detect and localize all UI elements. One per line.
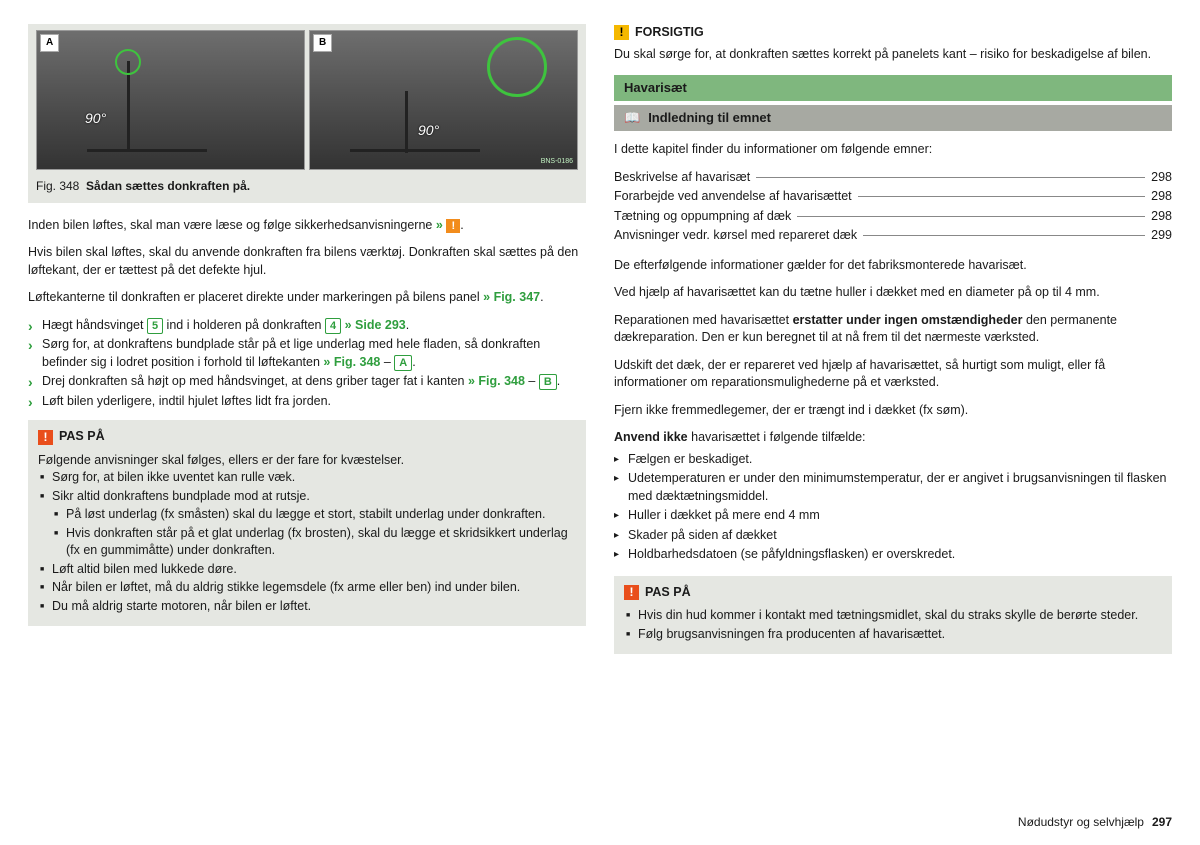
figure-caption: Fig. 348 Sådan sættes donkraften på. xyxy=(36,178,578,195)
toc-row: Forarbejde ved anvendelse af havarisætte… xyxy=(614,188,1172,206)
caution-icon: ! xyxy=(614,25,629,40)
list-item: Hvis din hud kommer i kontakt med tætnin… xyxy=(624,607,1162,625)
section-title-havarisaet: Havarisæt xyxy=(614,75,1172,101)
paragraph: Hvis bilen skal løftes, skal du anvende … xyxy=(28,244,586,279)
caution-text: Du skal sørge for, at donkraften sættes … xyxy=(614,46,1172,64)
paragraph: Udskift det dæk, der er repareret ved hj… xyxy=(614,357,1172,392)
notice-title: ! PAS PÅ xyxy=(38,428,576,446)
figure-label-a: A xyxy=(40,34,59,52)
list-item: Skader på siden af dækket xyxy=(614,527,1172,545)
paragraph: Fjern ikke fremmedlegemer, der er trængt… xyxy=(614,402,1172,420)
paragraph: Reparationen med havarisættet erstatter … xyxy=(614,312,1172,347)
notice-box-pas-pa: ! PAS PÅ Følgende anvisninger skal følge… xyxy=(28,420,586,626)
toc-row: Anvisninger vedr. kørsel med repareret d… xyxy=(614,227,1172,245)
figure-image-b: B 90° BNS-0186 xyxy=(309,30,578,170)
warning-icon: ! xyxy=(446,219,460,233)
list-item: Sørg for, at donkraftens bundplade står … xyxy=(28,336,586,371)
paragraph: Løftekanterne til donkraften er placeret… xyxy=(28,289,586,307)
notice-intro: Følgende anvisninger skal følges, ellers… xyxy=(38,452,576,470)
page-footer: Nødudstyr og selvhjælp297 xyxy=(1018,814,1172,831)
list-item: Huller i dækket på mere end 4 mm xyxy=(614,507,1172,525)
list-item: Sikr altid donkraftens bundplade mod at … xyxy=(38,488,576,560)
figure-image-a: A 90° xyxy=(36,30,305,170)
figure-label-b: B xyxy=(313,34,332,52)
list-item: Sørg for, at bilen ikke uventet kan rull… xyxy=(38,469,576,487)
list-item: Hvis donkraften står på et glat underlag… xyxy=(52,525,576,560)
paragraph: De efterfølgende informationer gælder fo… xyxy=(614,257,1172,275)
paragraph: Ved hjælp af havarisættet kan du tætne h… xyxy=(614,284,1172,302)
notice-title: ! PAS PÅ xyxy=(624,584,1162,602)
paragraph: Inden bilen løftes, skal man være læse o… xyxy=(28,217,586,235)
list-item: Fælgen er beskadiget. xyxy=(614,451,1172,469)
list-item: Løft bilen yderligere, indtil hjulet løf… xyxy=(28,393,586,411)
figure-code: BNS-0186 xyxy=(541,157,573,167)
list-item: Drej donkraften så højt op med håndsving… xyxy=(28,373,586,391)
toc-row: Beskrivelse af havarisæt298 xyxy=(614,169,1172,187)
figure-348: A 90° B 90° BNS-0186 Fig. 348 Sådan sætt… xyxy=(28,24,586,203)
notice-box-pas-pa-2: ! PAS PÅ Hvis din hud kommer i kontakt m… xyxy=(614,576,1172,655)
right-column: ! FORSIGTIG Du skal sørge for, at donkra… xyxy=(614,24,1172,794)
toc-intro: I dette kapitel finder du informationer … xyxy=(614,141,1172,159)
alert-icon: ! xyxy=(624,585,639,600)
paragraph: Anvend ikke havarisættet i følgende tilf… xyxy=(614,429,1172,447)
caution-block: ! FORSIGTIG Du skal sørge for, at donkra… xyxy=(614,24,1172,63)
instruction-list: Hægt håndsvinget 5 ind i holderen på don… xyxy=(28,317,586,411)
section-subtitle: 📖 Indledning til emnet xyxy=(614,105,1172,131)
list-item: På løst underlag (fx småsten) skal du læ… xyxy=(52,506,576,524)
alert-icon: ! xyxy=(38,430,53,445)
list-item: Holdbarhedsdatoen (se påfyldningsflasken… xyxy=(614,546,1172,564)
caution-title: ! FORSIGTIG xyxy=(614,24,1172,42)
list-item: Når bilen er løftet, må du aldrig stikke… xyxy=(38,579,576,597)
toc-row: Tætning og oppumpning af dæk298 xyxy=(614,208,1172,226)
list-item: Følg brugsanvisningen fra producenten af… xyxy=(624,626,1162,644)
list-item: Udetemperaturen er under den minimumstem… xyxy=(614,470,1172,505)
list-item: Hægt håndsvinget 5 ind i holderen på don… xyxy=(28,317,586,335)
list-item: Løft altid bilen med lukkede døre. xyxy=(38,561,576,579)
list-item: Du må aldrig starte motoren, når bilen e… xyxy=(38,598,576,616)
do-not-use-list: Fælgen er beskadiget. Udetemperaturen er… xyxy=(614,451,1172,564)
left-column: A 90° B 90° BNS-0186 Fig. 348 Sådan sætt… xyxy=(28,24,586,794)
toc: Beskrivelse af havarisæt298 Forarbejde v… xyxy=(614,169,1172,245)
book-icon: 📖 xyxy=(624,109,640,127)
